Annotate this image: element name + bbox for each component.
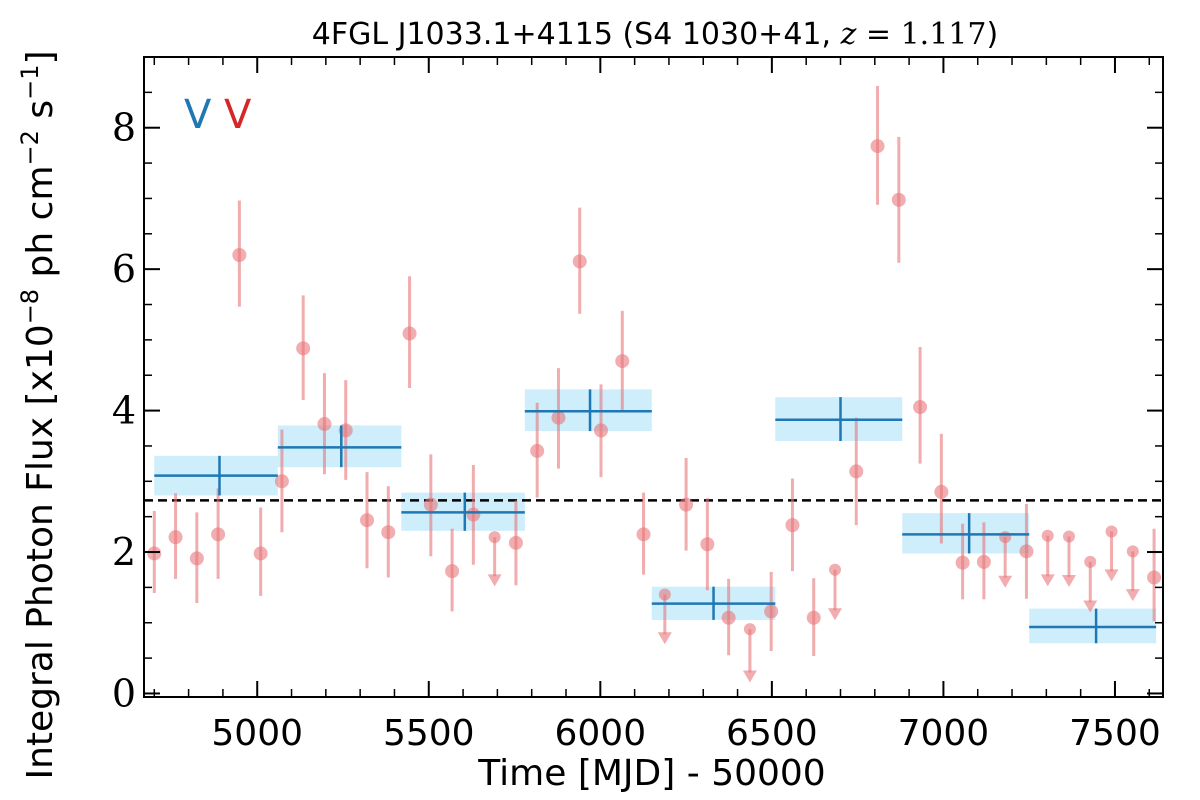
- upper-limit-point: [743, 623, 756, 636]
- upper-limit-arrowhead: [742, 670, 757, 683]
- short-bin-point: [253, 546, 268, 561]
- short-bin-point: [1019, 544, 1034, 559]
- short-bin-point: [934, 484, 949, 499]
- upper-limit-point: [488, 531, 501, 544]
- marker-v-red: V: [224, 92, 252, 138]
- long-bin-points: [154, 389, 1157, 644]
- ylabel-unit: s: [20, 100, 61, 130]
- short-bin-point: [891, 192, 906, 207]
- short-bin-point: [679, 497, 694, 512]
- upper-limit-point: [1062, 530, 1075, 543]
- short-bin-point: [508, 535, 523, 550]
- short-bin-point: [955, 555, 970, 570]
- x-axis-label: Time [MJD] - 50000: [477, 753, 825, 794]
- short-bin-point: [466, 507, 481, 522]
- x-tick-label: 7000: [898, 713, 990, 754]
- short-bin-point: [976, 554, 991, 569]
- ylabel-exp2: −2: [16, 130, 44, 165]
- ylabel-end: ]: [20, 50, 61, 64]
- title-suffix: ): [986, 17, 998, 52]
- upper-limit-point: [1084, 555, 1097, 568]
- short-bin-point: [870, 139, 885, 154]
- upper-limit-arrowhead: [1125, 589, 1140, 602]
- short-bin-point: [806, 610, 821, 625]
- upper-limit-point: [1105, 525, 1118, 538]
- upper-limit-point: [828, 563, 841, 576]
- short-bin-point: [849, 464, 864, 479]
- x-tick-label: 5000: [211, 713, 303, 754]
- short-bin-point: [700, 537, 715, 552]
- short-bin-point: [274, 474, 289, 489]
- title-z-symbol: z: [840, 17, 857, 52]
- ylabel-exp1: −8: [16, 289, 44, 324]
- short-bin-point: [764, 604, 779, 619]
- upper-limit-arrowhead: [827, 608, 842, 621]
- short-bin-point: [721, 610, 736, 625]
- title-z-value: 1.117: [901, 17, 987, 52]
- title-equals: =: [856, 17, 900, 52]
- y-axis-label: Integral Photon Flux [x10−8 ph cm−2 s−1]: [16, 50, 61, 779]
- short-bin-point: [530, 443, 545, 458]
- short-bin-point: [785, 518, 800, 533]
- ylabel-main: Integral Photon Flux [x10: [20, 324, 61, 779]
- y-tick-label: 0: [112, 671, 136, 715]
- upper-limit-arrowhead: [1104, 569, 1119, 582]
- short-bin-point: [168, 530, 183, 545]
- upper-limit-point: [999, 531, 1012, 544]
- upper-limit-arrowhead: [1083, 600, 1098, 613]
- ylabel-exp3: −1: [16, 65, 44, 100]
- ylabel-mid: ph cm: [20, 165, 61, 288]
- y-tick-label: 8: [112, 106, 136, 150]
- short-bin-point: [572, 254, 587, 269]
- long-bin-bands: [154, 389, 1157, 644]
- upper-limit-arrowhead: [657, 632, 672, 645]
- short-bin-point: [147, 546, 162, 561]
- short-bin-point: [232, 248, 247, 263]
- upper-limit-arrowhead: [1040, 574, 1055, 587]
- short-bin-point: [615, 354, 630, 369]
- y-tick-label: 4: [112, 389, 136, 433]
- short-bin-point: [402, 326, 417, 341]
- short-bin-point: [381, 525, 396, 540]
- marker-v-blue: V: [184, 92, 212, 138]
- short-bin-point: [360, 513, 375, 528]
- plot-frame: [143, 56, 1164, 698]
- upper-limit-point: [658, 588, 671, 601]
- x-tick-label: 6000: [555, 713, 647, 754]
- chart-title: 4FGL J1033.1+4115 (S4 1030+41, z = 1.117…: [312, 17, 998, 52]
- short-bin-point: [296, 341, 311, 356]
- axes: [143, 56, 1164, 698]
- upper-limit-arrowhead: [487, 574, 502, 587]
- tick-labels: 5000 5500 6000 6500 7000 7500 0 2 4 6 8: [112, 106, 1161, 754]
- y-tick-label: 6: [112, 247, 136, 291]
- x-tick-label: 6500: [726, 713, 818, 754]
- short-bin-point: [317, 417, 332, 432]
- upper-limit-arrowhead: [998, 575, 1013, 588]
- short-bin-point: [594, 423, 609, 438]
- upper-limit-point: [1126, 545, 1139, 558]
- x-tick-label: 5500: [383, 713, 475, 754]
- short-bin-point: [636, 527, 651, 542]
- x-tick-label: 7500: [1069, 713, 1161, 754]
- short-bin-point: [445, 564, 460, 579]
- short-bin-point: [423, 497, 438, 512]
- short-bin-point: [913, 400, 928, 415]
- y-tick-label: 2: [112, 530, 136, 574]
- short-bin-point: [1147, 570, 1162, 585]
- upper-limit-arrowhead: [1061, 575, 1076, 588]
- short-bin-point: [189, 551, 204, 566]
- title-prefix: 4FGL J1033.1+4115 (S4 1030+41,: [312, 17, 841, 52]
- short-bin-points: [147, 85, 1162, 683]
- short-bin-point: [211, 527, 226, 542]
- upper-limit-point: [1041, 529, 1054, 542]
- short-bin-point: [551, 410, 566, 425]
